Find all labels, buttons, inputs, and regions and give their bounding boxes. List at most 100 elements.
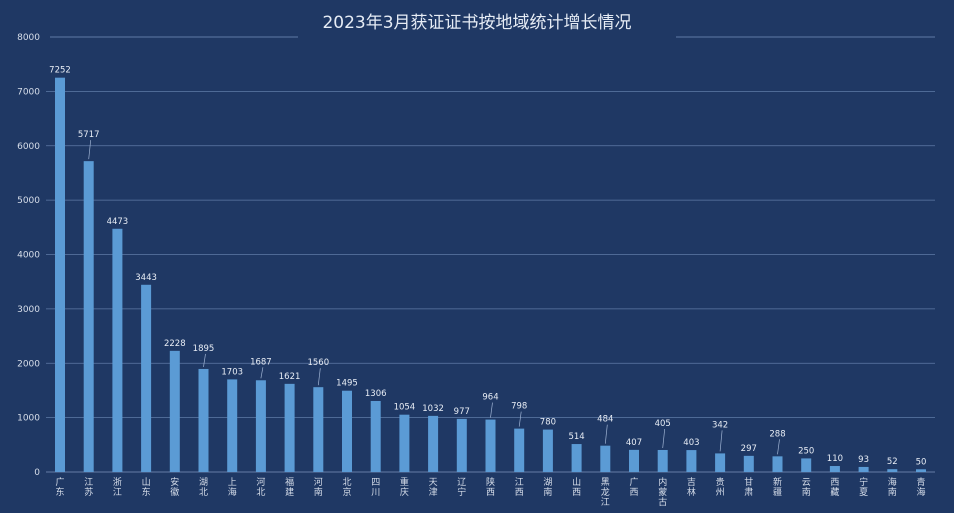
- leader-line: [203, 353, 206, 368]
- category-label-西藏: 西藏: [830, 477, 839, 498]
- bar-天津: [428, 415, 439, 472]
- bar-海南: [887, 469, 898, 472]
- category-label-河南: 河南: [314, 476, 323, 498]
- data-label-福建: 1621: [279, 372, 301, 382]
- data-label-辽宁: 977: [454, 407, 470, 417]
- data-label-江西: 798: [511, 402, 527, 412]
- bar-重庆: [399, 414, 410, 472]
- data-label-湖南: 780: [540, 418, 556, 428]
- bar-江苏: [83, 161, 94, 472]
- data-label-江苏: 5717: [78, 130, 100, 140]
- bar-河南: [313, 387, 324, 472]
- bar-江西: [514, 428, 525, 472]
- category-label-海南: 海南: [888, 476, 897, 498]
- y-tick-label: 1000: [17, 414, 40, 424]
- category-label-山西: 山西: [572, 477, 581, 498]
- bar-湖南: [542, 429, 553, 472]
- data-label-宁夏: 93: [858, 455, 869, 465]
- data-label-安徽: 2228: [164, 339, 186, 349]
- y-tick-label: 7000: [17, 87, 40, 97]
- category-label-广西: 广西: [629, 476, 638, 498]
- bar-广东: [55, 77, 65, 473]
- category-label-天津: 天津: [429, 478, 438, 498]
- bar-河北: [255, 380, 266, 472]
- data-label-广西: 407: [626, 438, 642, 448]
- data-label-青海: 50: [916, 457, 927, 467]
- bar-陕西: [485, 419, 496, 472]
- category-label-贵州: 贵州: [716, 476, 725, 498]
- bars: [55, 77, 926, 473]
- category-label-重庆: 重庆: [400, 476, 409, 498]
- bar-浙江: [112, 228, 123, 472]
- data-label-吉林: 403: [683, 438, 699, 448]
- leader-line: [719, 430, 723, 452]
- data-label-黑龙江: 484: [597, 415, 613, 425]
- leader-line: [604, 424, 608, 444]
- y-axis-ticks: 0 1000 2000 3000 4000 5000 6000 7000 8000: [17, 33, 40, 478]
- category-label-辽宁: 辽宁: [457, 477, 466, 498]
- leader-line: [662, 428, 666, 449]
- category-label-吉林: 吉林: [687, 477, 696, 498]
- data-label-贵州: 342: [712, 420, 728, 430]
- y-tick-label: 6000: [17, 142, 40, 152]
- category-label-江苏: 江苏: [84, 477, 93, 498]
- category-label-浙江: 浙江: [113, 476, 122, 498]
- grid-layer: [46, 90, 935, 473]
- category-label-甘肃: 甘肃: [744, 476, 753, 498]
- category-label-江西: 江西: [515, 477, 524, 498]
- data-label-河北: 1687: [250, 357, 272, 367]
- leader-line: [777, 439, 780, 455]
- y-tick-label: 3000: [17, 305, 40, 315]
- category-label-山东: 山东: [142, 477, 151, 498]
- bar-青海: [916, 469, 926, 472]
- data-label-北京: 1495: [336, 379, 358, 389]
- y-tick-label: 5000: [17, 196, 40, 206]
- category-label-湖北: 湖北: [199, 477, 208, 498]
- y-tick-label: 0: [34, 468, 40, 478]
- data-label-云南: 250: [798, 446, 814, 456]
- x-axis-categories: 广东江苏浙江山东安徽湖北上海河北福建河南北京四川重庆天津辽宁陕西江西湖南山西黑龙…: [55, 476, 925, 508]
- bar-福建: [284, 383, 295, 472]
- leader-line: [317, 368, 321, 386]
- category-label-宁夏: 宁夏: [859, 476, 868, 498]
- leader-line: [88, 140, 92, 160]
- bar-四川: [370, 400, 381, 472]
- bar-云南: [801, 458, 812, 472]
- category-label-陕西: 陕西: [486, 476, 495, 498]
- category-label-湖南: 湖南: [543, 477, 552, 498]
- data-label-广东: 7252: [49, 66, 71, 76]
- leader-line: [490, 402, 493, 418]
- data-label-湖北: 1895: [193, 344, 215, 354]
- bar-山西: [571, 444, 582, 472]
- data-label-上海: 1703: [221, 367, 243, 377]
- category-label-广东: 广东: [55, 476, 64, 498]
- bar-北京: [342, 390, 352, 472]
- data-label-西藏: 110: [827, 454, 843, 464]
- category-label-安徽: 安徽: [170, 476, 179, 498]
- bar-内蒙古: [657, 449, 668, 472]
- data-label-山东: 3443: [135, 273, 157, 283]
- data-label-重庆: 1054: [394, 403, 416, 413]
- data-label-河南: 1560: [307, 358, 329, 368]
- bar-湖北: [198, 368, 209, 472]
- bar-西藏: [829, 466, 840, 472]
- data-label-天津: 1032: [422, 404, 444, 414]
- y-tick-label: 4000: [17, 251, 40, 261]
- leader-line: [518, 411, 522, 427]
- bar-广西: [629, 449, 639, 472]
- category-label-四川: 四川: [371, 478, 380, 498]
- category-label-新疆: 新疆: [773, 476, 782, 498]
- category-label-青海: 青海: [916, 476, 925, 498]
- data-label-内蒙古: 405: [655, 419, 671, 429]
- category-label-福建: 福建: [285, 476, 294, 498]
- bar-新疆: [772, 456, 783, 472]
- bar-安徽: [169, 350, 180, 472]
- data-label-新疆: 288: [769, 429, 785, 439]
- bar-宁夏: [858, 466, 869, 472]
- data-label-山西: 514: [568, 432, 584, 442]
- bar-上海: [227, 379, 238, 472]
- data-label-陕西: 964: [482, 393, 498, 403]
- chart-title: 2023年3月获证证书按地域统计增长情况: [322, 13, 631, 33]
- bar-吉林: [686, 450, 697, 472]
